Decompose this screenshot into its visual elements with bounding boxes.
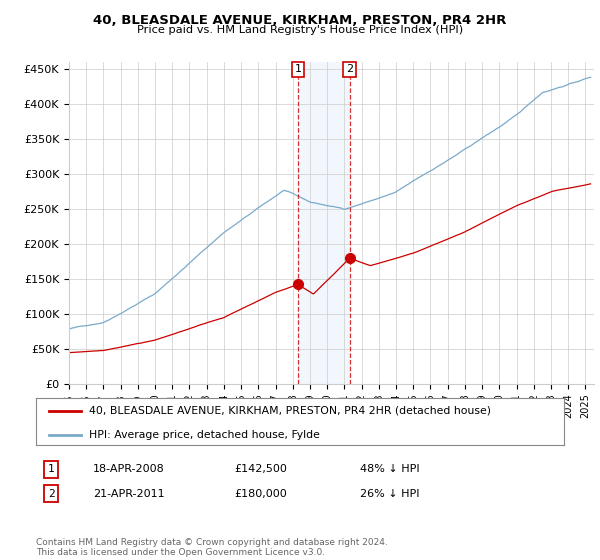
Text: 1: 1 <box>47 464 55 474</box>
Text: 21-APR-2011: 21-APR-2011 <box>93 489 164 499</box>
Text: 40, BLEASDALE AVENUE, KIRKHAM, PRESTON, PR4 2HR (detached house): 40, BLEASDALE AVENUE, KIRKHAM, PRESTON, … <box>89 406 491 416</box>
Text: 40, BLEASDALE AVENUE, KIRKHAM, PRESTON, PR4 2HR: 40, BLEASDALE AVENUE, KIRKHAM, PRESTON, … <box>94 14 506 27</box>
Bar <box>298 62 350 384</box>
Text: 18-APR-2008: 18-APR-2008 <box>93 464 165 474</box>
Text: £180,000: £180,000 <box>234 489 287 499</box>
Text: 48% ↓ HPI: 48% ↓ HPI <box>360 464 419 474</box>
Text: Price paid vs. HM Land Registry's House Price Index (HPI): Price paid vs. HM Land Registry's House … <box>137 25 463 35</box>
Text: 2: 2 <box>346 64 353 74</box>
Text: 26% ↓ HPI: 26% ↓ HPI <box>360 489 419 499</box>
Text: HPI: Average price, detached house, Fylde: HPI: Average price, detached house, Fyld… <box>89 430 320 440</box>
Text: Contains HM Land Registry data © Crown copyright and database right 2024.
This d: Contains HM Land Registry data © Crown c… <box>36 538 388 557</box>
Text: 2: 2 <box>47 489 55 499</box>
Text: £142,500: £142,500 <box>234 464 287 474</box>
Text: 1: 1 <box>295 64 301 74</box>
